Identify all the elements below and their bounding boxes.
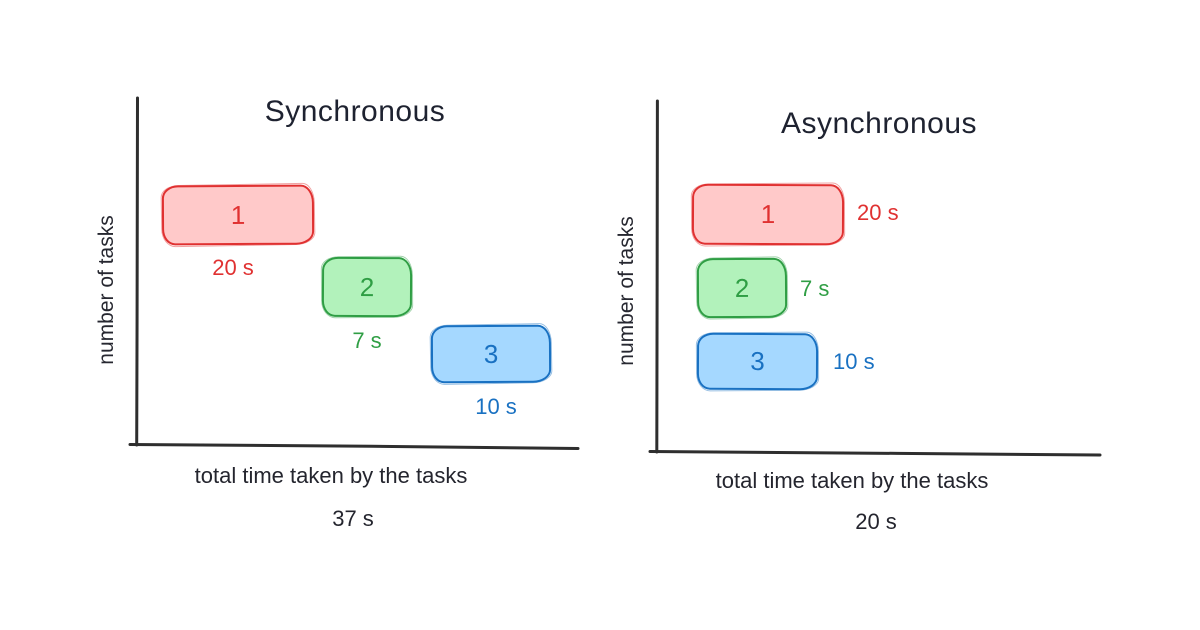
sync-task-1-box: 1 [161, 184, 315, 246]
sync-x-axis-label: total time taken by the tasks [194, 463, 468, 488]
async-task-2-duration: 7 s [800, 276, 830, 301]
sync-task-3-label: 3 [483, 338, 499, 369]
async-task-3-box: 3 [696, 332, 819, 391]
sync-y-axis-line [135, 96, 139, 447]
async-task-1-box: 1 [691, 183, 845, 246]
sync-title: Synchronous [264, 95, 446, 128]
async-task-2-box: 2 [696, 257, 788, 319]
sync-task-2-box: 2 [321, 256, 413, 318]
sync-task-2-duration: 7 s [352, 328, 382, 353]
sync-task-3-box: 3 [430, 324, 552, 384]
async-task-1-duration: 20 s [857, 200, 899, 225]
sync-total-time: 37 s [332, 506, 374, 531]
sync-y-axis-label: number of tasks [95, 215, 118, 365]
async-task-2-label: 2 [734, 272, 750, 303]
sync-task-3-duration: 10 s [475, 394, 517, 419]
async-total-time: 20 s [855, 509, 897, 534]
sync-task-1-duration: 20 s [212, 255, 254, 280]
sync-task-2-label: 2 [359, 271, 375, 302]
async-task-1-label: 1 [760, 198, 776, 230]
async-y-axis-label: number of tasks [615, 216, 638, 366]
async-x-axis-line [648, 450, 1102, 457]
async-x-axis-label: total time taken by the tasks [715, 468, 989, 493]
async-title: Asynchronous [780, 107, 978, 140]
async-task-3-label: 3 [750, 345, 765, 377]
async-task-3-duration: 10 s [833, 349, 875, 374]
async-y-axis-line [655, 99, 659, 454]
sync-task-1-label: 1 [230, 199, 246, 230]
sync-x-axis-line [128, 443, 580, 450]
